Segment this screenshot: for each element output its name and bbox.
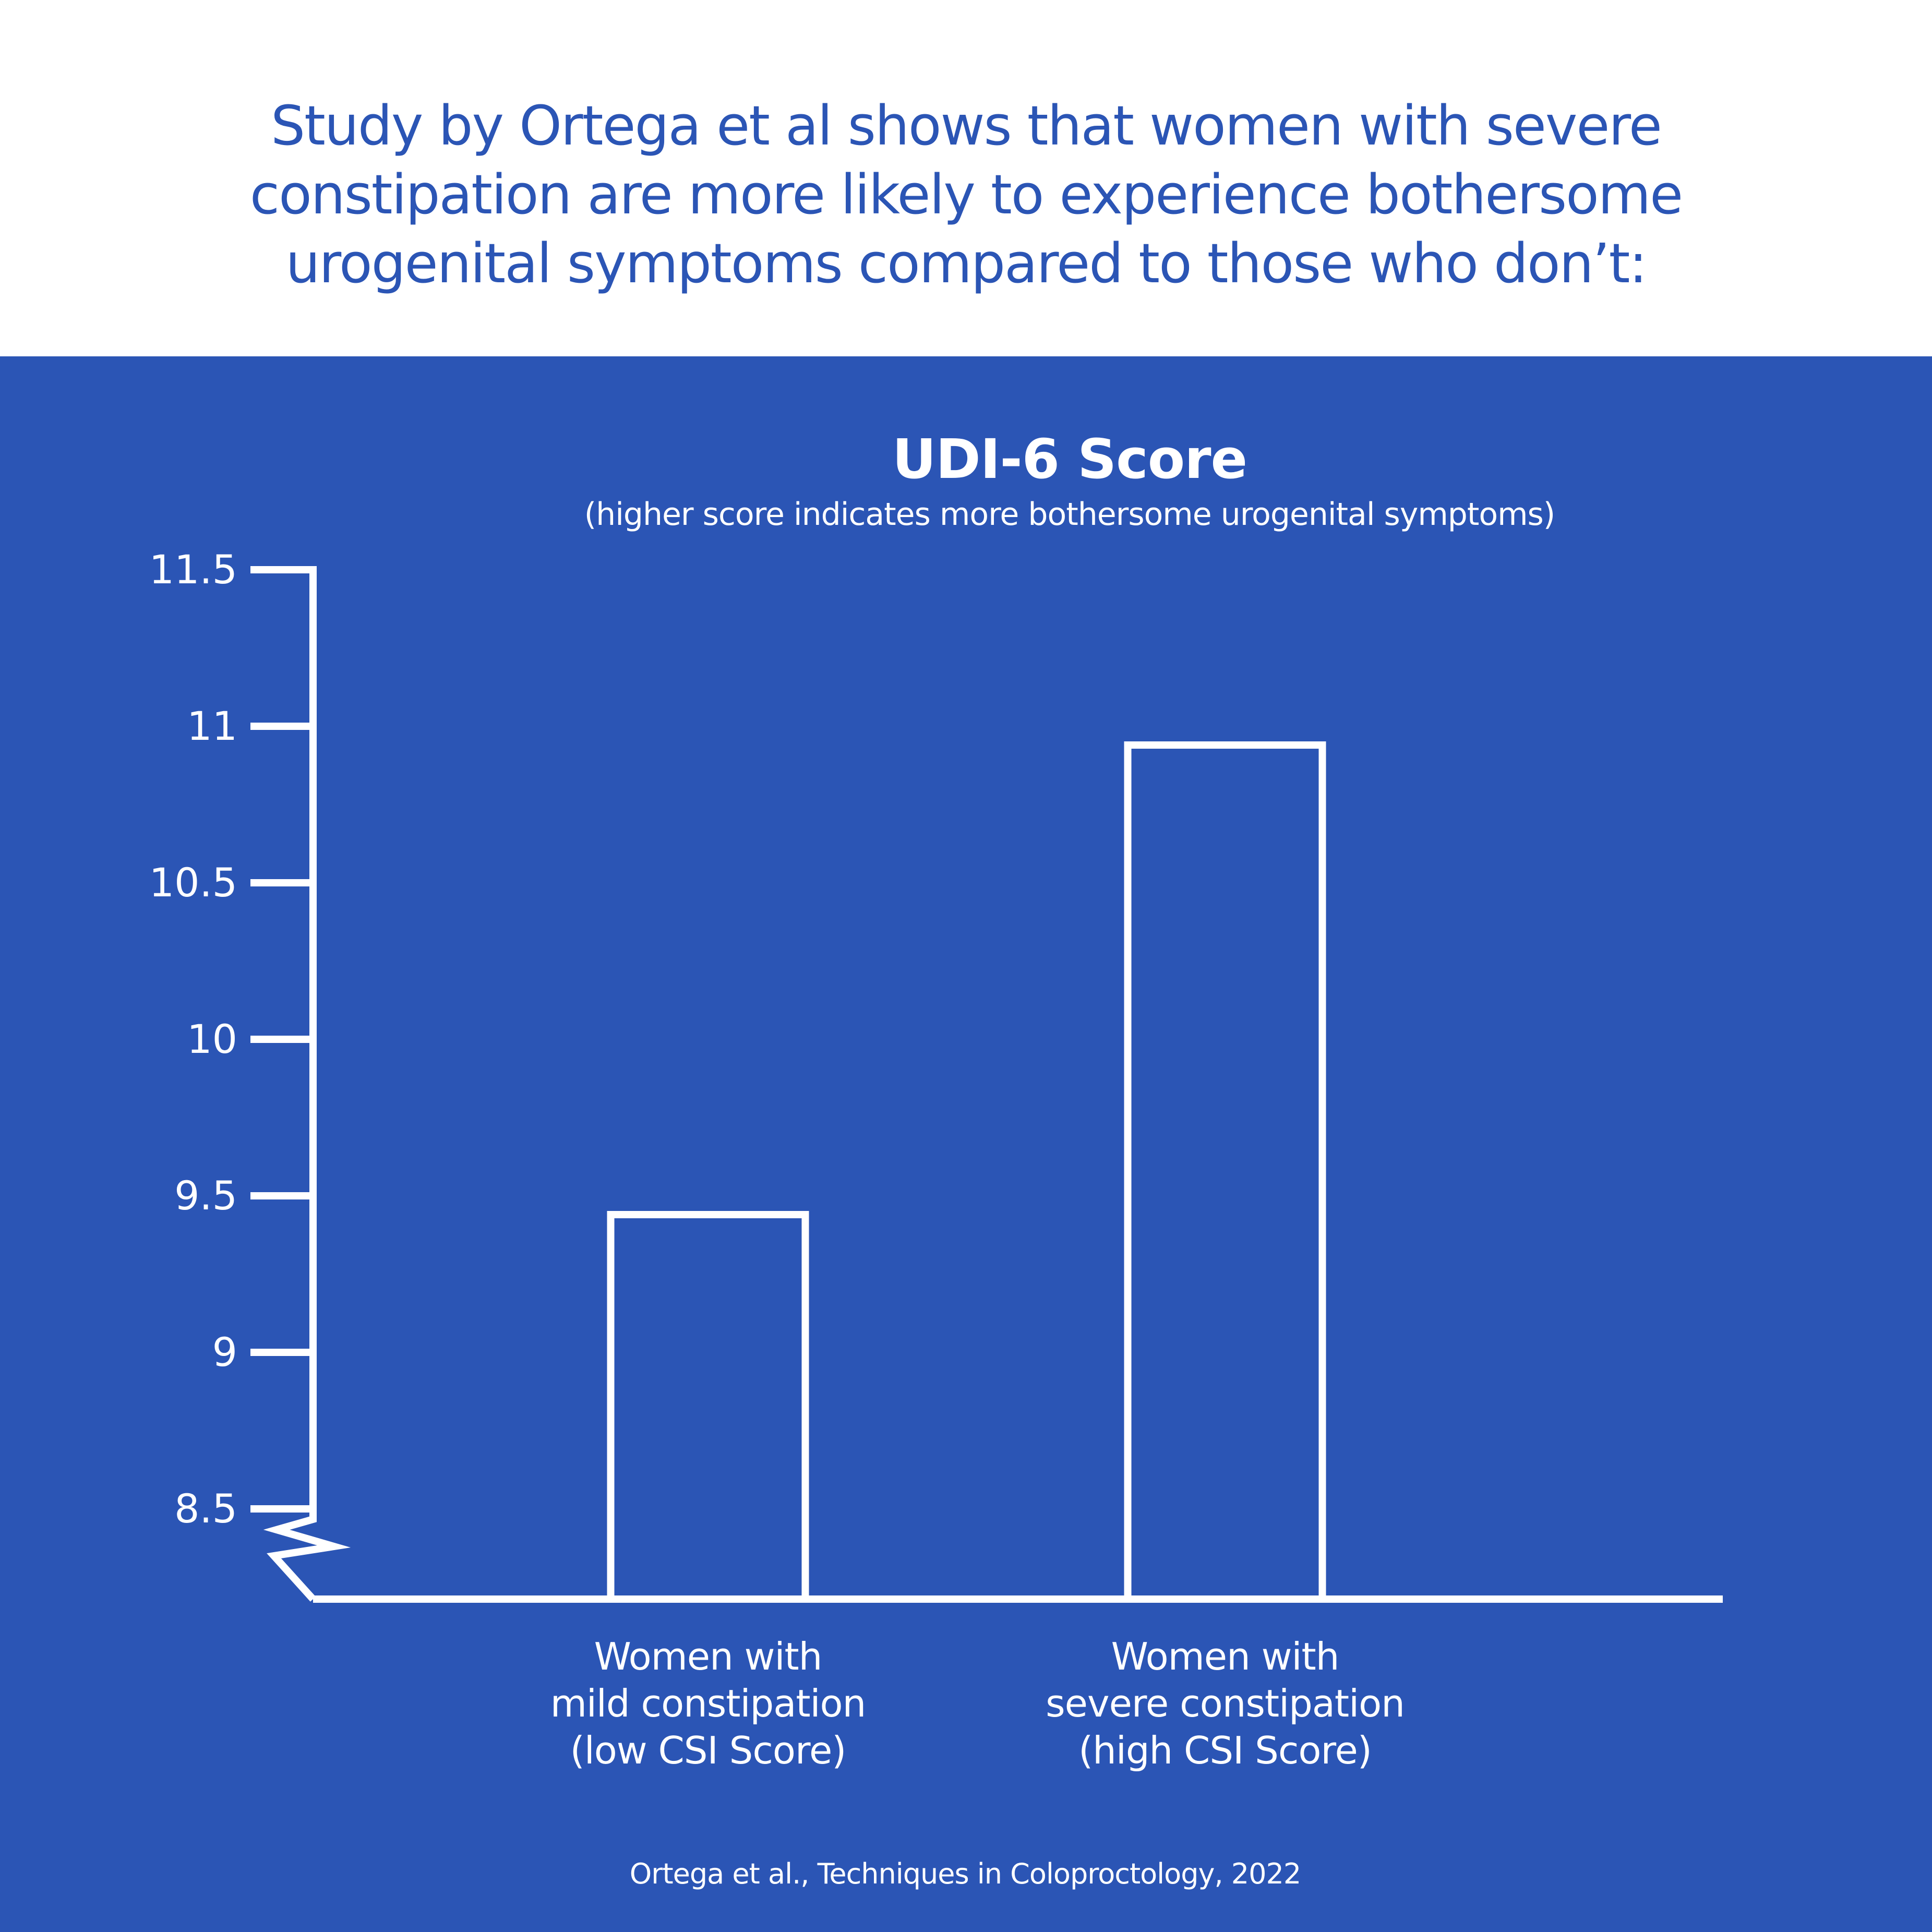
source-citation: Ortega et al., Techniques in Coloproctol… [629,1857,1301,1890]
bar-severe-constipation [1124,741,1326,1603]
category-label-severe: Women with severe constipation (high CSI… [990,1633,1460,1774]
y-tick-label: 11 [187,703,237,749]
chart-title-block: UDI-6 Score (higher score indicates more… [522,428,1617,535]
y-tick-label: 10.5 [149,859,237,906]
header: Study by Ortega et al shows that women w… [0,0,1932,356]
y-tick-label: 9 [212,1329,237,1375]
category-label-line: (high CSI Score) [1078,1729,1372,1772]
y-tick-label: 11.5 [149,546,237,593]
category-label-line: severe constipation [1046,1682,1405,1725]
bar-mild-constipation [607,1211,809,1603]
headline-line: urogenital symptoms compared to those wh… [285,232,1648,295]
headline-line: Study by Ortega et al shows that women w… [271,94,1662,158]
y-tick-label: 9.5 [174,1172,237,1219]
category-label-line: (low CSI Score) [570,1729,847,1772]
category-label-mild: Women with mild constipation (low CSI Sc… [473,1633,943,1774]
y-tick-label: 10 [187,1016,237,1062]
chart-title: UDI-6 Score [892,427,1247,491]
category-label-line: Women with [1111,1635,1340,1678]
bars [607,741,1326,1603]
category-label-line: Women with [594,1635,823,1678]
headline: Study by Ortega et al shows that women w… [157,91,1775,298]
y-axis-line [263,566,351,1602]
headline-line: constipation are more likely to experien… [249,163,1683,226]
y-axis: 8.5 9 9.5 10 10.5 11 11.5 [149,546,351,1602]
chart-subtitle: (higher score indicates more bothersome … [584,496,1555,533]
category-label-line: mild constipation [550,1682,867,1725]
y-tick-label: 8.5 [174,1485,237,1532]
chart-panel [0,356,1932,1932]
